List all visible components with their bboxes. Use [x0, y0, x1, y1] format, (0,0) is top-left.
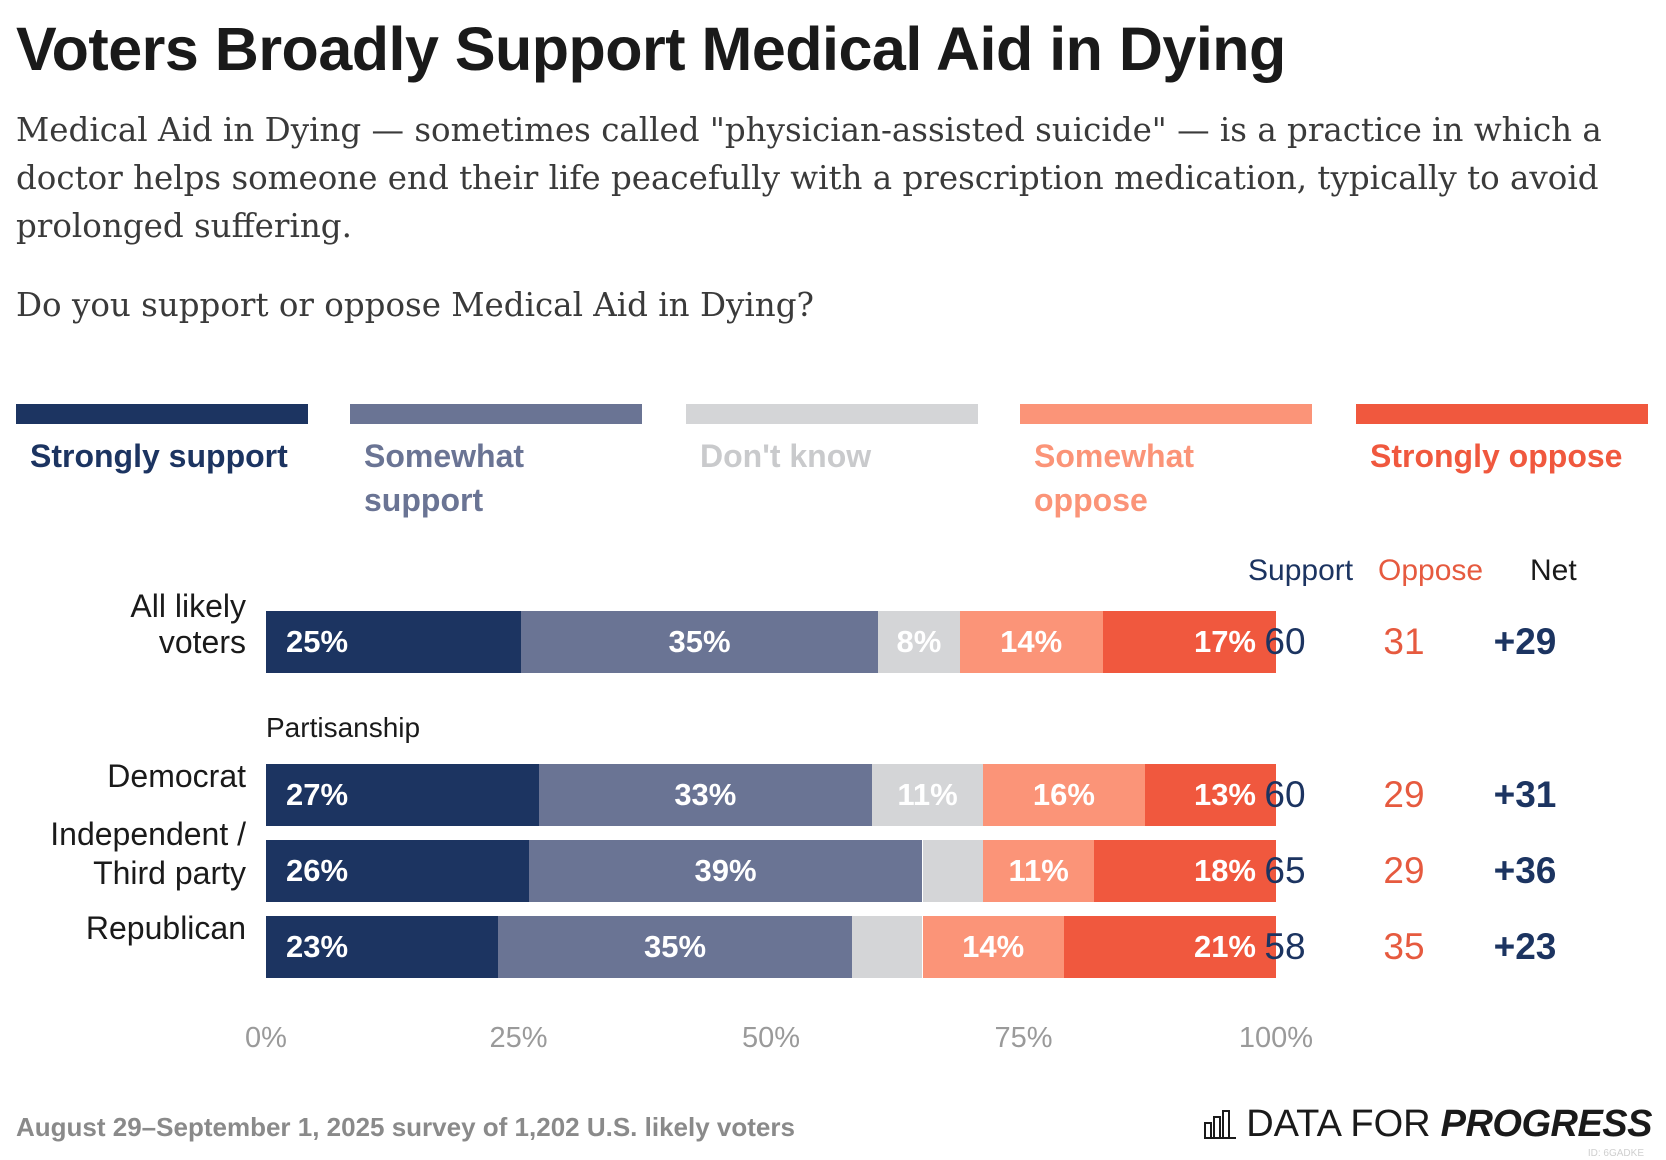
bar-segment	[266, 611, 522, 673]
data-label: 16%	[1032, 777, 1095, 812]
data-label: 23%	[286, 929, 349, 964]
bar-row: 23% 35% 14% 21%	[266, 916, 1276, 978]
net-value: +31	[1493, 774, 1557, 815]
data-label: 39%	[694, 853, 757, 888]
legend-item: Somewhat oppose	[1020, 404, 1312, 518]
data-label: 18%	[1193, 853, 1256, 888]
bar-segment	[538, 764, 872, 826]
bar-segment	[872, 764, 984, 826]
brand-name-part2: PROGRESS	[1440, 1102, 1653, 1145]
chart-subtitle: Medical Aid in Dying — sometimes called …	[16, 111, 1602, 245]
x-tick-label: 50%	[741, 1022, 801, 1054]
bar-row: 26% 39% 11% 18%	[266, 840, 1276, 902]
legend-swatch	[350, 404, 642, 424]
bar-segment	[878, 611, 960, 673]
x-tick-label: 0%	[245, 1022, 287, 1054]
legend-swatch	[686, 404, 978, 424]
bar-segment	[922, 916, 1064, 978]
bar-segment	[266, 840, 529, 902]
x-tick-label: 100%	[1238, 1022, 1314, 1054]
support-value: 60	[1264, 621, 1306, 662]
bar-segment	[983, 764, 1145, 826]
legend-label: Strongly oppose	[1370, 438, 1623, 474]
bar-segment	[1063, 916, 1276, 978]
footnote: August 29–September 1, 2025 survey of 1,…	[16, 1112, 795, 1142]
bar-segment	[983, 840, 1095, 902]
x-tick-label: 75%	[994, 1022, 1053, 1054]
data-label: 35%	[668, 624, 731, 659]
oppose-column-header: Oppose	[1378, 554, 1484, 587]
data-label: 33%	[674, 777, 737, 812]
legend-label: Somewhat oppose	[1034, 438, 1195, 518]
row-label: Independent /	[50, 816, 246, 852]
bar-segment	[851, 916, 923, 978]
section-label-partisanship: Partisanship	[266, 712, 421, 743]
bar-segment	[521, 611, 879, 673]
chart-id: ID: 6GADKE	[1587, 1148, 1644, 1159]
data-label: 11%	[897, 777, 958, 812]
bar-segment	[266, 764, 539, 826]
bar-segment	[1094, 840, 1276, 902]
legend-item: Strongly support	[16, 404, 308, 514]
bar-segment	[498, 916, 852, 978]
bar-row: 25% 35% 8% 14% 17%	[266, 611, 1276, 673]
bar-chart-icon	[1204, 1109, 1238, 1139]
oppose-value: 29	[1383, 850, 1425, 891]
oppose-value: 29	[1383, 774, 1425, 815]
row-label: All likely	[130, 588, 246, 624]
legend-swatch	[16, 404, 308, 424]
bar-segment	[922, 840, 984, 902]
legend-swatch	[1020, 404, 1312, 424]
legend-label: Somewhat support	[364, 438, 525, 518]
data-label: 26%	[286, 853, 349, 888]
data-label: 27%	[286, 777, 349, 812]
data-label: 25%	[286, 624, 349, 659]
data-label: 11%	[1008, 853, 1069, 888]
bar-segment	[1102, 611, 1276, 673]
net-column-header: Net	[1530, 554, 1577, 587]
oppose-value: 35	[1383, 926, 1425, 967]
legend-item: Somewhat support	[350, 404, 642, 518]
brand-name-part1: DATA FOR	[1246, 1102, 1431, 1145]
chart-title: Voters Broadly Support Medical Aid in Dy…	[16, 15, 1286, 83]
survey-question: Do you support or oppose Medical Aid in …	[16, 286, 814, 324]
legend-label: Don't know	[700, 438, 872, 474]
support-value: 60	[1264, 774, 1306, 815]
bar-segment	[528, 840, 923, 902]
data-label: 17%	[1193, 624, 1256, 659]
data-label: 21%	[1193, 929, 1256, 964]
legend-item: Don't know	[686, 404, 978, 514]
net-value: +29	[1493, 621, 1557, 662]
data-label: 14%	[1000, 624, 1063, 659]
support-value: 65	[1264, 850, 1306, 891]
brand-logo: DATA FOR PROGRESS	[1204, 1102, 1653, 1146]
data-label: 13%	[1193, 777, 1256, 812]
bar-segment	[1144, 764, 1276, 826]
support-column-header: Support	[1248, 554, 1354, 587]
row-label: Third party	[93, 855, 246, 891]
legend-swatch	[1356, 404, 1648, 424]
net-value: +36	[1493, 850, 1557, 891]
row-label: Democrat	[107, 758, 246, 794]
support-value: 58	[1264, 926, 1306, 967]
x-tick-label: 25%	[489, 1022, 548, 1054]
bar-segment	[266, 916, 499, 978]
data-label: 8%	[896, 624, 942, 659]
legend-item: Strongly oppose	[1356, 404, 1648, 514]
data-label: 35%	[644, 929, 707, 964]
row-label: Republican	[85, 910, 246, 946]
legend-label: Strongly support	[30, 438, 288, 474]
data-label: 14%	[962, 929, 1025, 964]
bar-row: 27% 33% 11% 16% 13%	[266, 764, 1276, 826]
oppose-value: 31	[1383, 621, 1425, 662]
bar-segment	[959, 611, 1103, 673]
row-label: voters	[158, 624, 246, 660]
net-value: +23	[1493, 926, 1557, 967]
